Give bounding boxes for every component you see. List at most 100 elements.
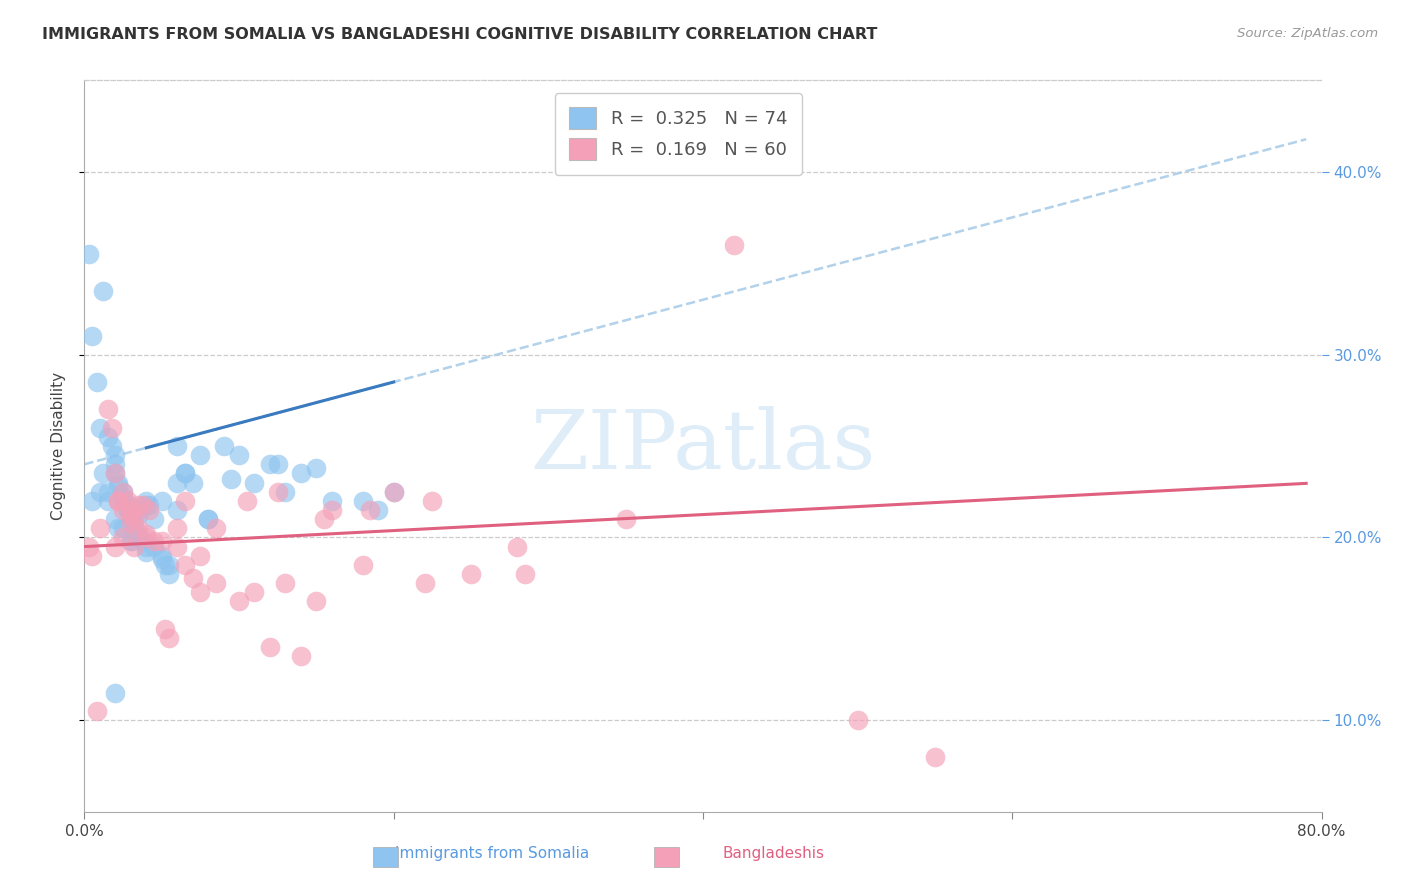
Point — [122, 540, 145, 554]
Point — [127, 508, 149, 523]
Point — [104, 540, 127, 554]
Point — [96, 430, 118, 444]
Point — [205, 521, 228, 535]
Point — [122, 512, 145, 526]
Point — [120, 534, 142, 549]
Point — [159, 631, 180, 645]
Point — [228, 448, 250, 462]
Point — [96, 494, 118, 508]
Point — [112, 521, 135, 535]
Point — [117, 494, 139, 508]
Point — [197, 512, 219, 526]
Point — [120, 508, 142, 523]
Point — [132, 498, 155, 512]
Point — [89, 484, 111, 499]
Point — [127, 526, 149, 541]
Point — [159, 558, 180, 572]
Text: Bangladeshis: Bangladeshis — [723, 846, 824, 861]
Point — [138, 498, 160, 512]
Point — [82, 494, 104, 508]
Point — [150, 494, 173, 508]
Point — [112, 484, 135, 499]
Point — [107, 521, 129, 535]
Point — [305, 594, 328, 608]
Point — [135, 530, 157, 544]
Point — [174, 558, 197, 572]
Point — [127, 521, 149, 535]
Point — [117, 503, 139, 517]
Point — [96, 484, 118, 499]
Point — [153, 622, 176, 636]
Point — [367, 503, 389, 517]
Point — [89, 521, 111, 535]
Point — [166, 540, 188, 554]
Point — [77, 540, 100, 554]
Point — [188, 585, 212, 599]
Point — [104, 512, 127, 526]
Point — [101, 439, 124, 453]
Point — [86, 704, 108, 718]
Point — [143, 512, 166, 526]
Point — [221, 472, 243, 486]
Point — [117, 498, 139, 512]
Point — [274, 484, 297, 499]
Point — [96, 402, 118, 417]
Point — [122, 516, 145, 530]
Point — [259, 457, 281, 471]
Point — [101, 421, 124, 435]
Point — [174, 467, 197, 481]
Point — [181, 571, 204, 585]
Point — [274, 576, 297, 591]
Point — [290, 649, 312, 664]
Point — [197, 512, 219, 526]
Point — [132, 534, 155, 549]
Point — [243, 475, 266, 490]
Text: Source: ZipAtlas.com: Source: ZipAtlas.com — [1237, 27, 1378, 40]
Point — [143, 540, 166, 554]
Legend: R =  0.325   N = 74, R =  0.169   N = 60: R = 0.325 N = 74, R = 0.169 N = 60 — [555, 93, 801, 175]
Point — [104, 467, 127, 481]
Point — [723, 238, 745, 252]
Point — [143, 534, 166, 549]
Point — [127, 498, 149, 512]
Point — [166, 439, 188, 453]
Point — [153, 558, 176, 572]
Point — [150, 549, 173, 563]
Point — [150, 534, 173, 549]
Text: ZIPatlas: ZIPatlas — [530, 406, 876, 486]
Point — [138, 503, 160, 517]
Point — [107, 475, 129, 490]
Point — [104, 686, 127, 700]
Point — [135, 526, 157, 541]
Text: Immigrants from Somalia: Immigrants from Somalia — [395, 846, 589, 861]
Point — [127, 530, 149, 544]
Point — [122, 521, 145, 535]
Point — [321, 503, 343, 517]
Point — [107, 494, 129, 508]
Point — [506, 540, 529, 554]
Point — [352, 558, 374, 572]
Point — [174, 494, 197, 508]
Point — [166, 475, 188, 490]
Point — [159, 567, 180, 582]
Point — [82, 549, 104, 563]
Point — [267, 457, 290, 471]
Point — [181, 475, 204, 490]
Point — [460, 567, 482, 582]
Point — [86, 375, 108, 389]
Point — [212, 439, 235, 453]
Point — [150, 552, 173, 566]
Point — [205, 576, 228, 591]
Point — [228, 594, 250, 608]
Point — [267, 484, 290, 499]
Point — [166, 521, 188, 535]
Point — [382, 484, 405, 499]
Point — [135, 494, 157, 508]
Point — [120, 508, 142, 523]
Point — [924, 749, 946, 764]
Point — [846, 714, 869, 728]
Point — [77, 247, 100, 261]
Point — [120, 516, 142, 530]
Point — [235, 494, 259, 508]
Point — [259, 640, 281, 655]
